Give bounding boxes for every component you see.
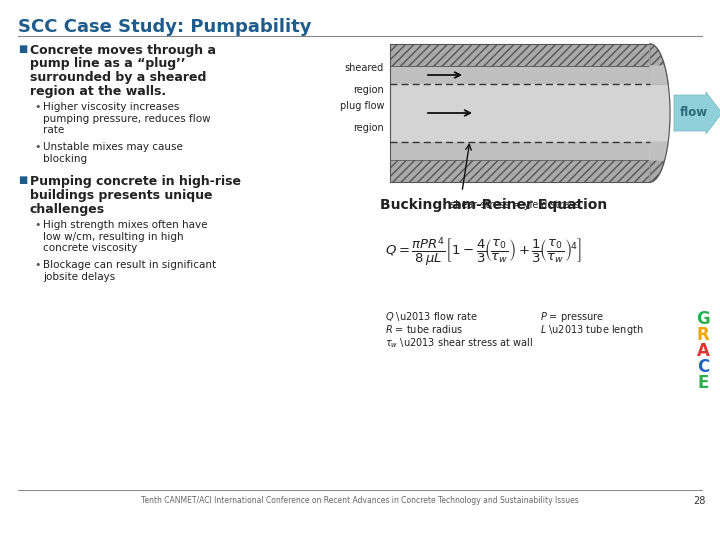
- Text: flow: flow: [680, 106, 708, 119]
- Text: jobsite delays: jobsite delays: [43, 272, 115, 282]
- Text: shear stress = yield stress: shear stress = yield stress: [450, 200, 580, 210]
- Bar: [390, 160, 650, 182]
- Text: •: •: [34, 260, 40, 271]
- Text: R: R: [697, 326, 709, 344]
- Text: Unstable mixes may cause: Unstable mixes may cause: [43, 143, 183, 152]
- Text: region: region: [354, 73, 384, 94]
- Text: challenges: challenges: [30, 202, 105, 215]
- Text: $\mathit{P}$ = pressure: $\mathit{P}$ = pressure: [540, 310, 604, 324]
- Text: concrete viscosity: concrete viscosity: [43, 243, 138, 253]
- Bar: [390, 84, 650, 142]
- Bar: [390, 66, 650, 84]
- Text: $\mathit{R}$ = tube radius: $\mathit{R}$ = tube radius: [385, 323, 463, 335]
- Text: Blockage can result in significant: Blockage can result in significant: [43, 260, 216, 271]
- Polygon shape: [650, 44, 668, 84]
- Text: •: •: [34, 143, 40, 152]
- Text: Higher viscosity increases: Higher viscosity increases: [43, 102, 179, 112]
- Text: $\mathit{Q}$ \u2013 flow rate: $\mathit{Q}$ \u2013 flow rate: [385, 310, 477, 323]
- Text: pumping pressure, reduces flow: pumping pressure, reduces flow: [43, 113, 211, 124]
- Polygon shape: [650, 44, 668, 84]
- FancyArrow shape: [674, 92, 720, 134]
- Text: High strength mixes often have: High strength mixes often have: [43, 220, 207, 230]
- Polygon shape: [650, 160, 665, 182]
- Bar: [390, 44, 650, 66]
- Text: buildings presents unique: buildings presents unique: [30, 189, 212, 202]
- Polygon shape: [650, 66, 668, 84]
- Text: region: region: [354, 111, 384, 133]
- Text: $\mathit{Q} = \dfrac{\pi\mathit{P}\mathit{R}^4}{8\,\mu\mathit{L}}\left[1 - \dfra: $\mathit{Q} = \dfrac{\pi\mathit{P}\mathi…: [385, 235, 582, 268]
- Text: Pumping concrete in high-rise: Pumping concrete in high-rise: [30, 176, 241, 188]
- Text: $\tau_w$ \u2013 shear stress at wall: $\tau_w$ \u2013 shear stress at wall: [385, 336, 533, 350]
- Text: surrounded by a sheared: surrounded by a sheared: [30, 71, 207, 84]
- Text: Concrete moves through a: Concrete moves through a: [30, 44, 216, 57]
- Text: ■: ■: [18, 176, 27, 186]
- Text: rate: rate: [43, 125, 64, 135]
- Bar: [390, 142, 650, 160]
- Text: plug flow: plug flow: [340, 101, 384, 111]
- Text: 28: 28: [693, 496, 706, 506]
- Text: C: C: [697, 358, 709, 376]
- Text: •: •: [34, 220, 40, 230]
- Text: G: G: [696, 310, 710, 328]
- Text: $\mathit{L}$ \u2013 tube length: $\mathit{L}$ \u2013 tube length: [540, 323, 644, 337]
- Polygon shape: [650, 160, 665, 182]
- Text: •: •: [34, 102, 40, 112]
- Text: A: A: [696, 342, 709, 360]
- Polygon shape: [650, 44, 670, 182]
- Text: pump line as a “plug’’: pump line as a “plug’’: [30, 57, 186, 71]
- Text: SCC Case Study: Pumpability: SCC Case Study: Pumpability: [18, 18, 312, 36]
- Text: ■: ■: [18, 44, 27, 54]
- Text: E: E: [697, 374, 708, 392]
- Polygon shape: [650, 142, 668, 160]
- Text: low w/cm, resulting in high: low w/cm, resulting in high: [43, 232, 184, 241]
- Text: blocking: blocking: [43, 154, 87, 164]
- Text: region at the walls.: region at the walls.: [30, 84, 166, 98]
- Text: Tenth CANMET/ACI International Conference on Recent Advances in Concrete Technol: Tenth CANMET/ACI International Conferenc…: [141, 496, 579, 505]
- Text: Buckingham-Reiner Equation: Buckingham-Reiner Equation: [380, 198, 607, 212]
- Text: sheared: sheared: [345, 63, 384, 73]
